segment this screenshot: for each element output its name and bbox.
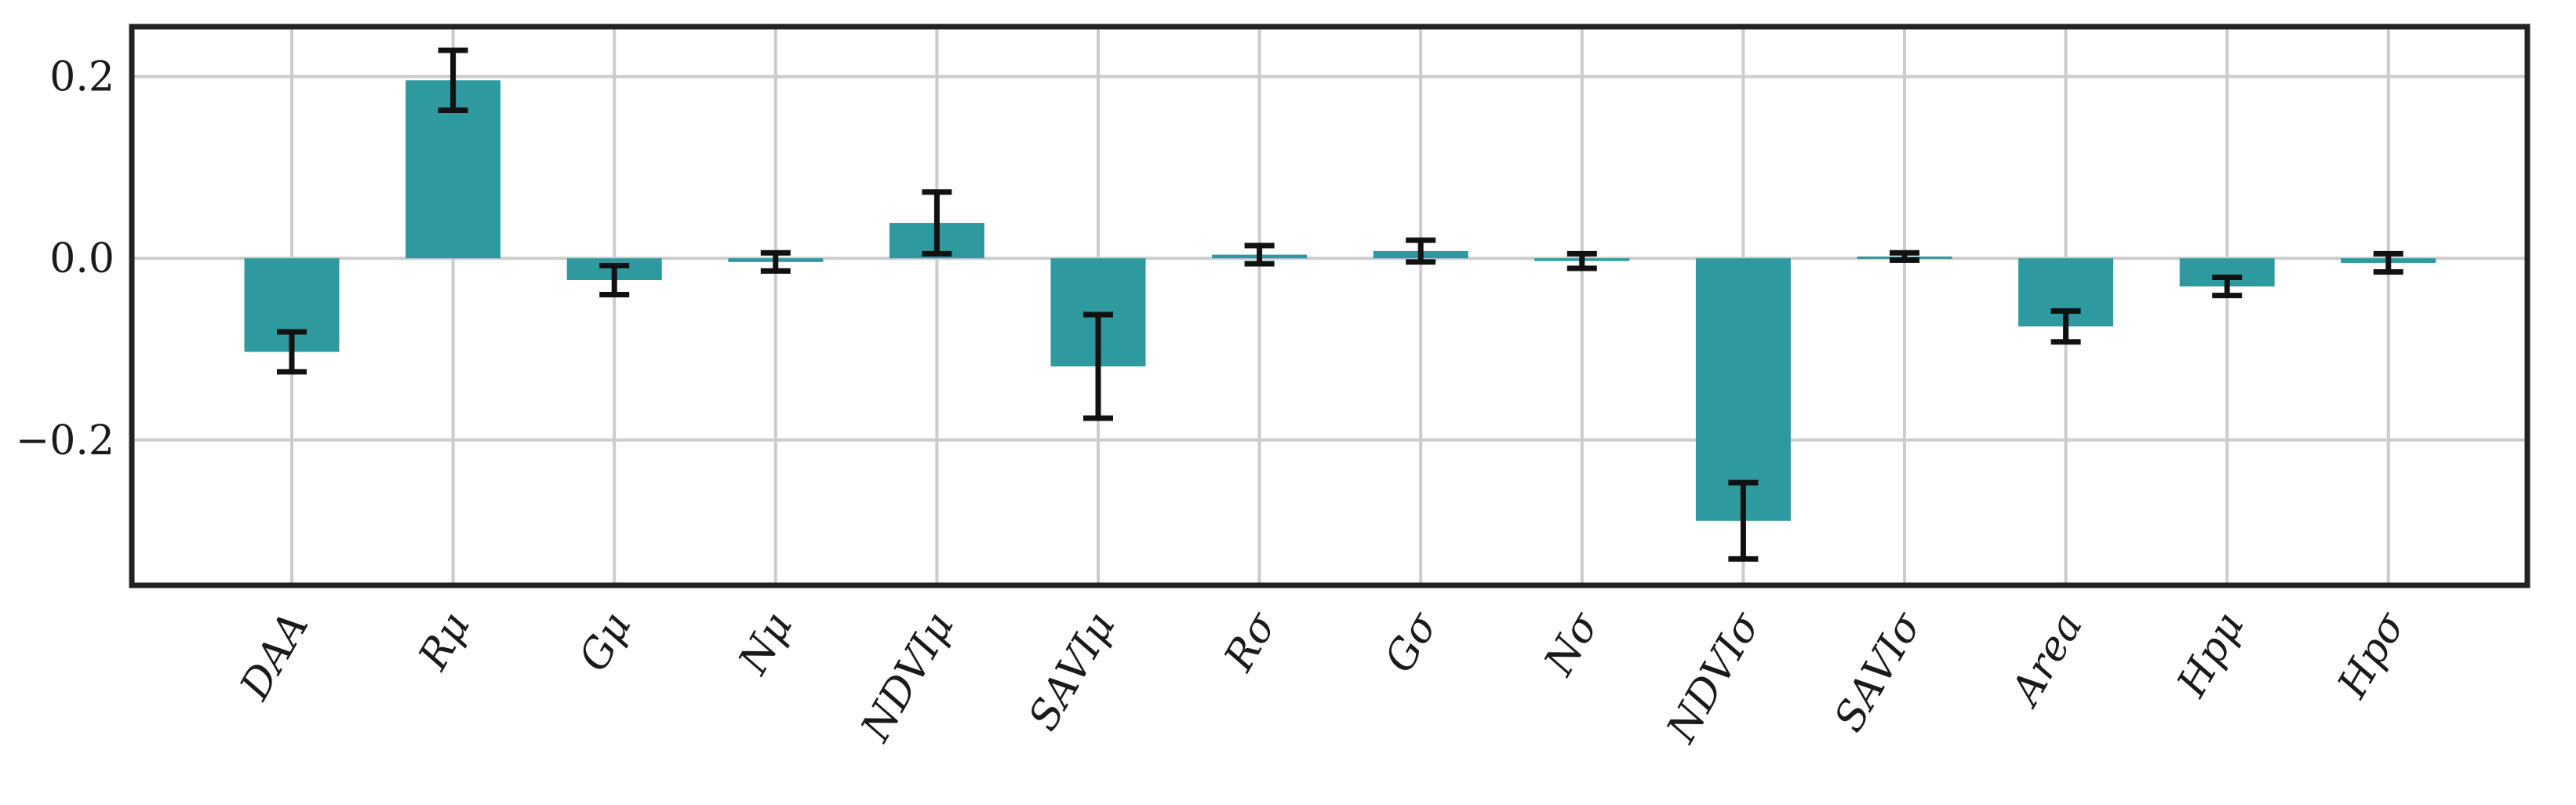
- error-bar-SAVIσ: [1890, 250, 1919, 264]
- error-bar-NDVIμ: [922, 189, 952, 257]
- error-bar-Nσ: [1566, 250, 1597, 271]
- error-bars-group: [277, 47, 2403, 562]
- x-tick-label-Hpμ: Hpμ: [2168, 605, 2254, 705]
- error-bar-Rμ: [438, 47, 468, 114]
- x-tick-label-SAVIσ: SAVIσ: [1825, 603, 1931, 739]
- x-tick-label-Area: Area: [2001, 605, 2092, 716]
- x-tick-label-SAVIμ: SAVIμ: [1020, 605, 1124, 739]
- error-bar-SAVIμ: [1083, 311, 1113, 421]
- error-bar-Gσ: [1406, 237, 1436, 265]
- error-bar-Gμ: [599, 262, 630, 298]
- error-bar-Rσ: [1244, 242, 1275, 267]
- x-tick-label-NDVIσ: NDVIσ: [1657, 603, 1770, 752]
- y-tick-label: 0.0: [49, 235, 115, 282]
- bar-NDVIσ: [1695, 258, 1791, 521]
- error-bar-Hpσ: [2373, 250, 2403, 275]
- x-tick-label-Rσ: Rσ: [1215, 603, 1286, 679]
- y-tick-label: −0.2: [16, 417, 115, 464]
- x-tick-label-NDVIμ: NDVIμ: [852, 605, 963, 751]
- x-tick-label-Gσ: Gσ: [1376, 603, 1447, 680]
- plot-frame: [129, 24, 2531, 588]
- x-tick-label-Nμ: Nμ: [729, 605, 802, 683]
- error-bar-Nμ: [760, 250, 791, 274]
- error-bar-NDVIσ: [1728, 479, 1759, 562]
- y-tick-label: 0.2: [49, 54, 115, 101]
- y-axis-ticks: 0.2 0.0 −0.2: [16, 54, 115, 464]
- bars-group: [244, 80, 2436, 521]
- error-bar-Area: [2050, 308, 2081, 345]
- x-tick-label-Rμ: Rμ: [409, 605, 479, 679]
- x-axis-ticks: DAA Rμ Gμ Nμ NDVIμ SAVIμ Rσ Gσ Nσ NDVIσ SAVIσ Area H…: [231, 603, 2414, 752]
- x-tick-label-Hpσ: Hpσ: [2329, 603, 2415, 706]
- error-bar-DAA: [277, 329, 307, 375]
- error-bar-Hpμ: [2212, 275, 2243, 299]
- x-tick-label-DAA: DAA: [231, 605, 318, 708]
- x-tick-label-Gμ: Gμ: [570, 605, 641, 679]
- x-tick-label-Nσ: Nσ: [1535, 603, 1609, 684]
